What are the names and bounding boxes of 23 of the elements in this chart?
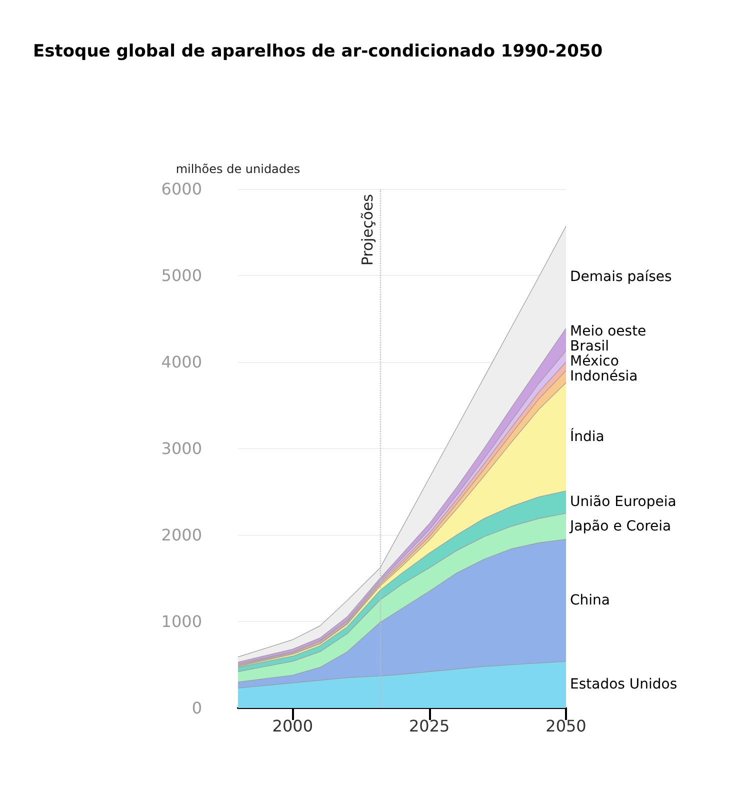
series-label: União Europeia xyxy=(570,494,676,510)
series-label: Brasil xyxy=(570,338,610,355)
y-tick-label: 6000 xyxy=(161,180,202,198)
series-label: Indonésia xyxy=(570,368,638,385)
y-tick-label: 3000 xyxy=(161,439,202,458)
y-tick-label: 1000 xyxy=(161,612,202,631)
y-tick-label: 4000 xyxy=(161,352,202,372)
series-label: Japão e Coreia xyxy=(569,518,672,534)
series-label: China xyxy=(570,592,610,608)
y-tick-label: 0 xyxy=(192,698,202,718)
series-label: México xyxy=(570,354,619,370)
y-tick-label: 5000 xyxy=(161,266,202,285)
chart-title: Estoque global de aparelhos de ar-condicionado 1990-2050 xyxy=(33,42,603,62)
series-label: Estados Unidos xyxy=(570,676,678,693)
y-tick-label: 2000 xyxy=(161,526,202,544)
series-label: Demais países xyxy=(570,269,672,286)
x-tick-label: 2050 xyxy=(546,716,586,736)
ref-line-label: Projeções xyxy=(358,194,377,266)
x-tick-label: 2000 xyxy=(272,716,314,736)
x-tick-label: 2025 xyxy=(408,716,450,736)
series-label: Índia xyxy=(570,428,604,445)
series-label: Meio oeste xyxy=(570,324,646,340)
y-axis-title: milhões de unidades xyxy=(176,162,300,176)
